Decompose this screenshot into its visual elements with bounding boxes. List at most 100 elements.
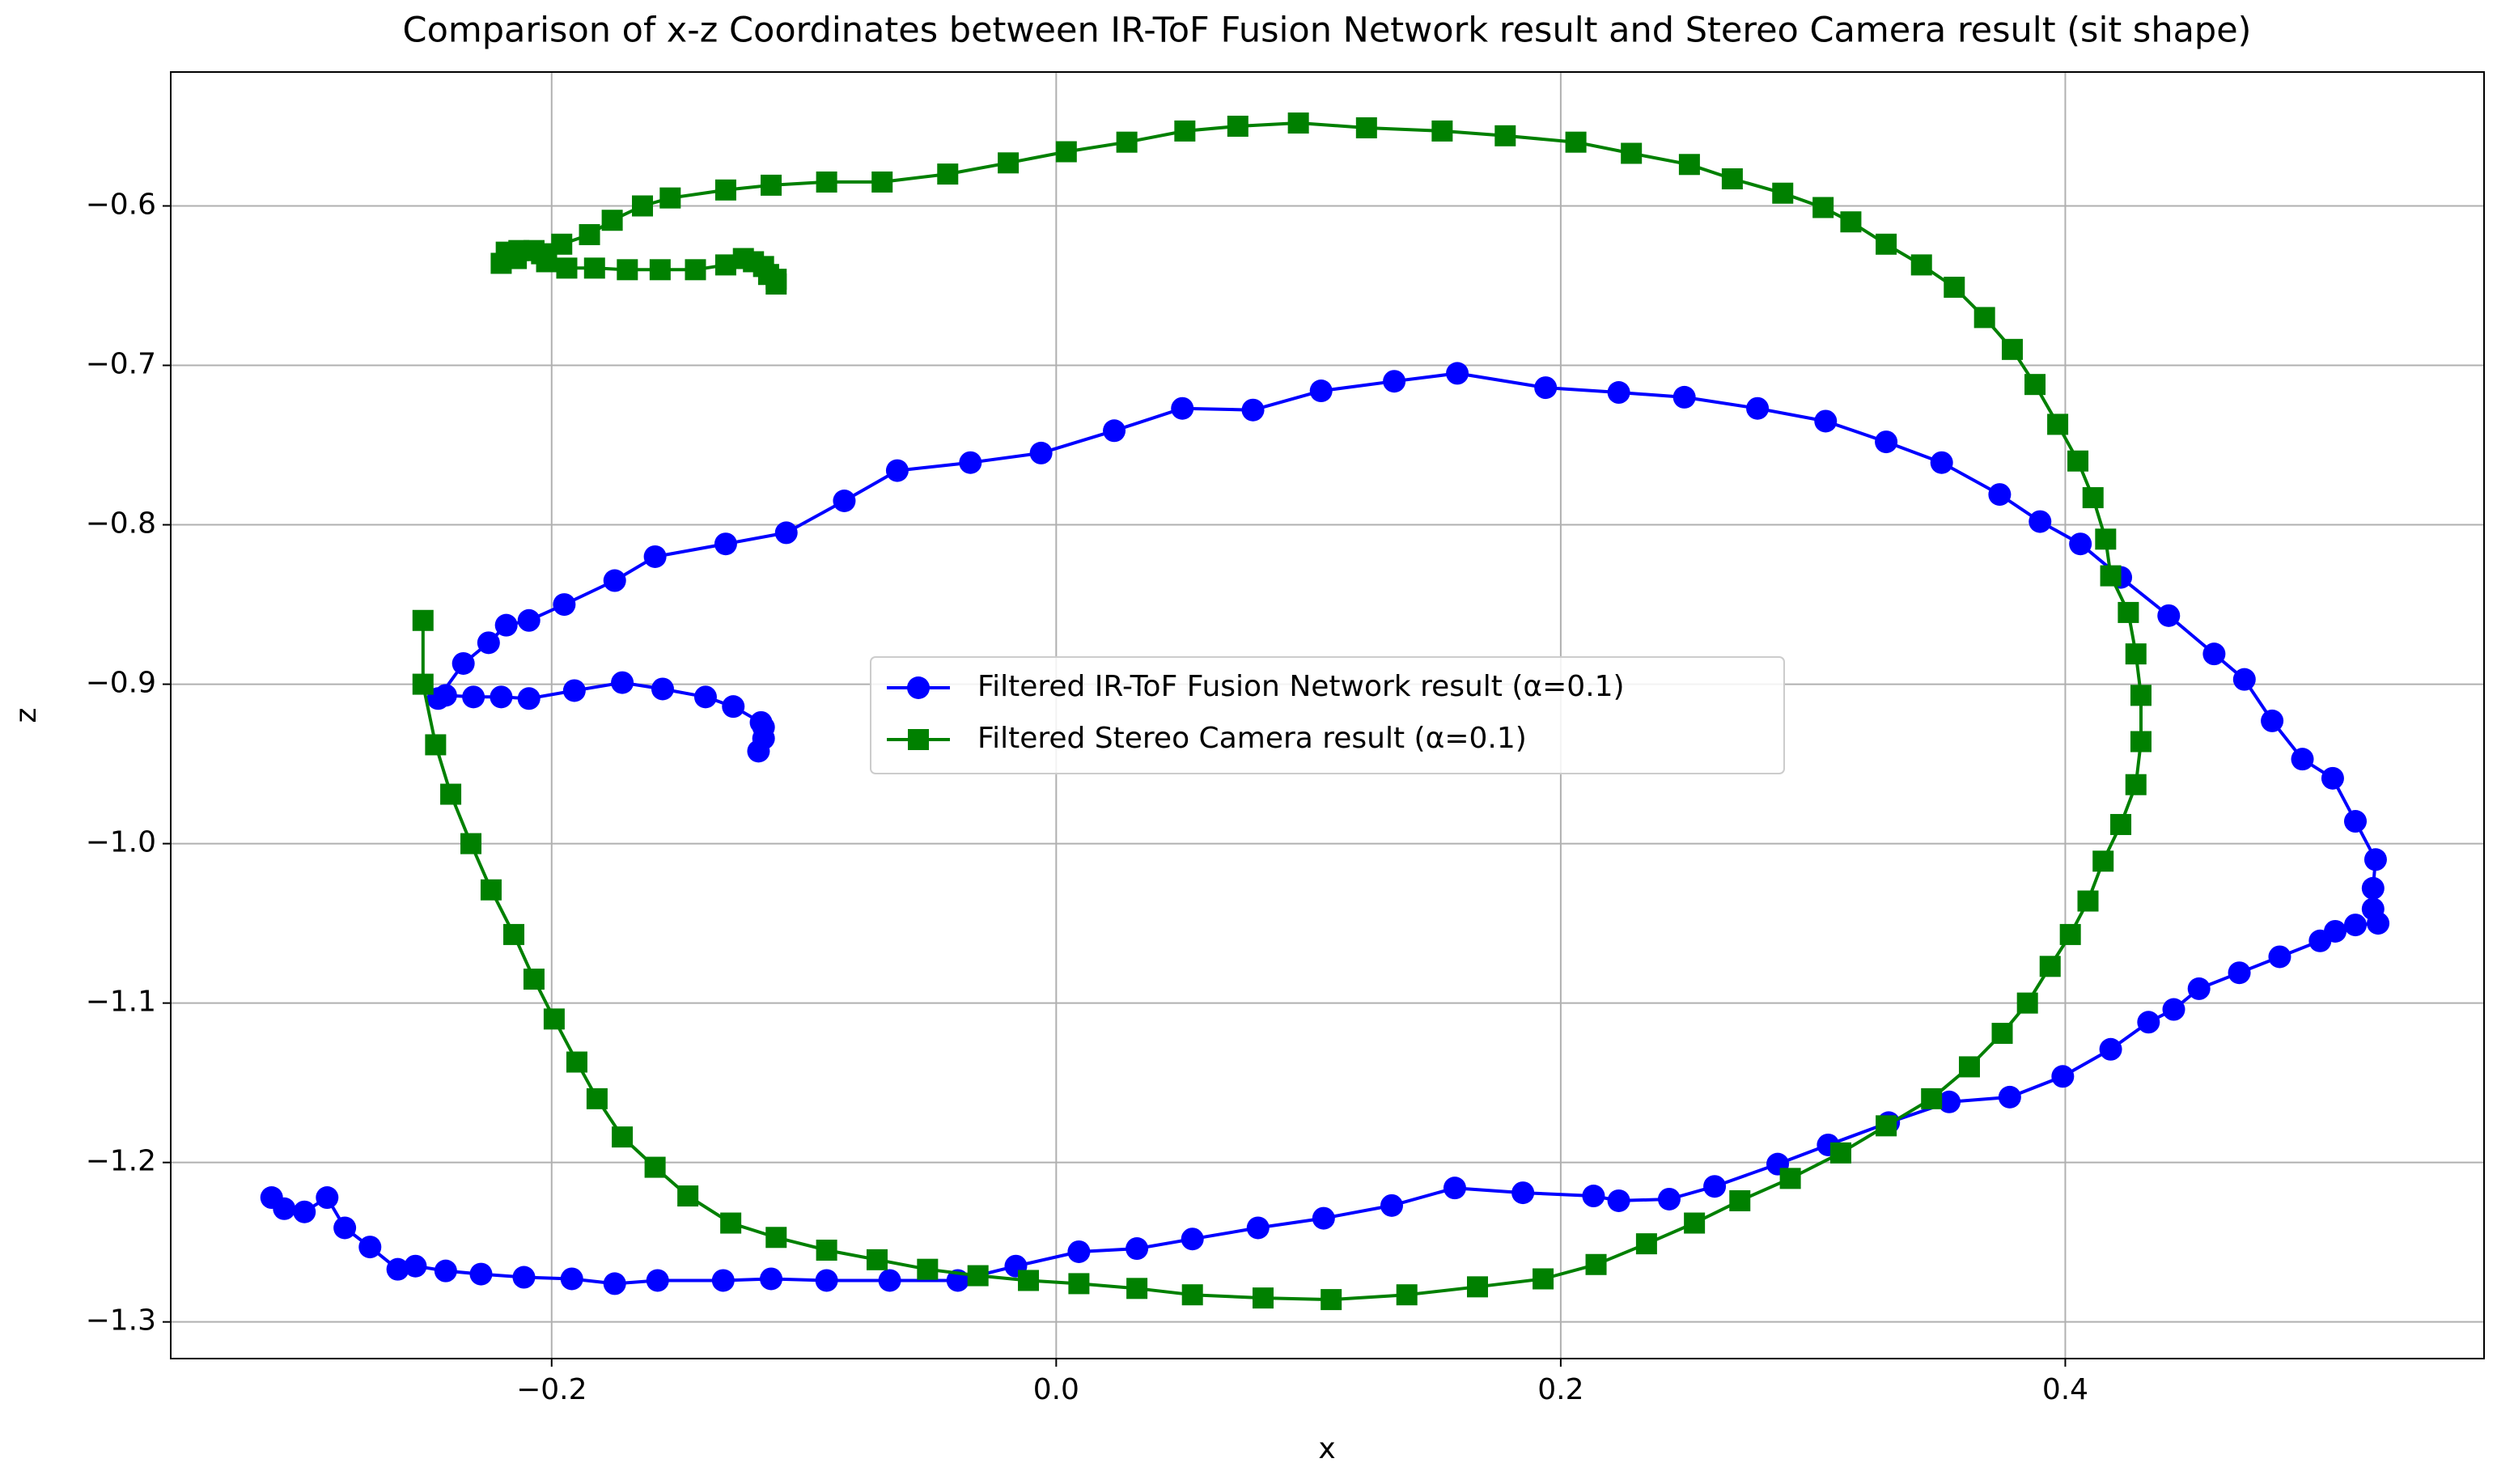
marker (1875, 430, 1898, 454)
marker (1126, 1278, 1148, 1300)
marker (1181, 1227, 1204, 1251)
marker (477, 631, 500, 655)
marker (1973, 307, 1995, 329)
marker (2361, 876, 2385, 900)
y-tick-label: −1.1 (86, 986, 156, 1019)
marker (1988, 483, 2012, 507)
marker (2268, 945, 2291, 969)
marker (765, 1227, 787, 1249)
marker (1746, 396, 1770, 420)
marker (523, 969, 545, 990)
marker (1721, 168, 1743, 190)
marker (579, 223, 600, 245)
marker (560, 1267, 583, 1291)
marker (677, 1185, 699, 1207)
marker (603, 1272, 626, 1295)
marker (711, 1269, 735, 1292)
marker (1582, 1185, 1605, 1208)
marker (1684, 1212, 1706, 1234)
marker (2001, 338, 2023, 360)
marker (761, 174, 782, 196)
marker (878, 1269, 901, 1292)
marker (967, 1265, 989, 1287)
marker (2130, 731, 2151, 753)
marker (1380, 1194, 1404, 1217)
marker (1227, 115, 1248, 137)
marker (1814, 409, 1838, 433)
marker (260, 1186, 283, 1210)
marker (1565, 131, 1587, 153)
marker (1958, 1056, 1980, 1078)
marker (553, 593, 576, 617)
marker (1309, 379, 1333, 403)
marker (1067, 1240, 1091, 1263)
marker (583, 257, 605, 279)
marker (2130, 685, 2151, 706)
marker (714, 254, 736, 276)
marker (2125, 643, 2147, 665)
marker (2137, 1011, 2160, 1034)
marker (1287, 112, 1309, 134)
marker (2016, 992, 2038, 1014)
marker (517, 687, 541, 710)
marker (632, 195, 654, 217)
marker (2029, 510, 2052, 533)
marker (714, 532, 737, 556)
marker (2308, 929, 2332, 952)
marker (774, 521, 798, 545)
marker (440, 783, 462, 805)
marker (1068, 1273, 1090, 1295)
marker (601, 210, 623, 231)
marker (714, 179, 736, 201)
marker (617, 259, 638, 281)
marker (2110, 813, 2132, 835)
marker (1534, 376, 1558, 400)
marker (2100, 565, 2122, 587)
y-axis-label: z (10, 708, 43, 723)
marker (2187, 977, 2211, 1000)
y-tick-label: −0.6 (86, 189, 156, 222)
marker (2202, 642, 2226, 666)
marker (1171, 396, 1194, 420)
marker (2343, 914, 2367, 937)
x-tick-label: −0.2 (516, 1373, 587, 1406)
marker (2069, 532, 2092, 556)
marker (2059, 923, 2081, 945)
marker (451, 651, 475, 675)
marker (1494, 125, 1516, 146)
marker (1181, 1284, 1203, 1306)
legend-label: Filtered Stereo Camera result (α=0.1) (977, 722, 1527, 755)
marker (1944, 276, 1965, 298)
marker (1772, 182, 1794, 204)
marker (2343, 810, 2367, 833)
marker (1991, 1023, 2013, 1045)
marker (480, 879, 502, 901)
marker (643, 545, 667, 568)
marker (959, 451, 982, 474)
marker (1241, 398, 1265, 422)
marker (1779, 1168, 1801, 1189)
marker (1511, 1181, 1535, 1205)
marker (1607, 1189, 1630, 1212)
x-tick-label: 0.2 (1537, 1373, 1583, 1406)
y-tick-label: −1.2 (86, 1145, 156, 1178)
marker (425, 734, 447, 756)
y-tick-label: −1.0 (86, 826, 156, 859)
marker (1829, 1142, 1851, 1164)
marker (2321, 766, 2344, 790)
marker (1312, 1206, 1335, 1230)
marker (586, 1088, 608, 1109)
marker (908, 729, 929, 750)
marker (460, 833, 482, 854)
marker (2047, 413, 2069, 435)
marker (404, 1254, 427, 1278)
marker (760, 1267, 783, 1291)
marker (885, 459, 909, 482)
marker (1635, 1233, 1657, 1255)
marker (333, 1216, 357, 1240)
marker (1703, 1175, 1727, 1198)
marker (2162, 998, 2185, 1021)
marker (1607, 381, 1630, 405)
marker (1930, 451, 1953, 474)
